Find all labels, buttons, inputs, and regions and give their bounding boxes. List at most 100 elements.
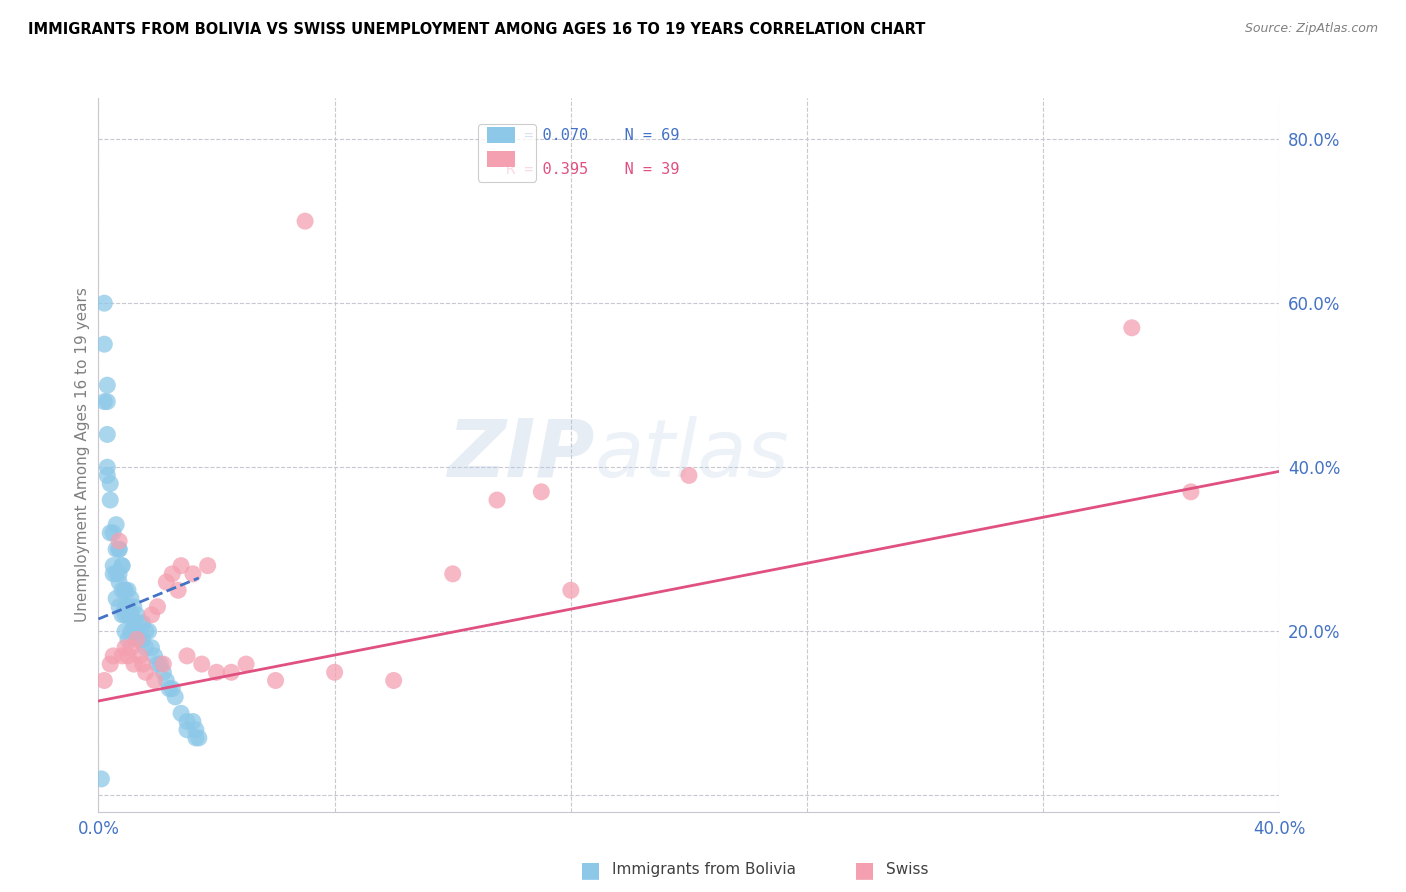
- Point: [114, 583, 136, 598]
- Point: [117, 607, 139, 622]
- Point: [96, 427, 118, 442]
- Point: [117, 632, 139, 647]
- Point: [187, 731, 209, 745]
- Point: [125, 632, 148, 647]
- Point: [162, 681, 183, 696]
- Point: [93, 673, 115, 688]
- Point: [560, 583, 582, 598]
- Text: ■: ■: [855, 860, 875, 880]
- Point: [103, 648, 125, 663]
- Point: [117, 599, 139, 614]
- Point: [120, 624, 142, 639]
- Point: [103, 525, 125, 540]
- Point: [96, 468, 118, 483]
- Point: [135, 665, 157, 680]
- Point: [120, 607, 142, 622]
- Point: [105, 566, 128, 581]
- Point: [120, 640, 142, 655]
- Point: [155, 673, 177, 688]
- Point: [117, 583, 139, 598]
- Point: [132, 632, 155, 647]
- Point: [152, 665, 174, 680]
- Point: [149, 657, 172, 671]
- Point: [128, 616, 150, 631]
- Point: [162, 566, 183, 581]
- Point: [1121, 320, 1143, 334]
- Point: [128, 632, 150, 647]
- Point: [128, 648, 150, 663]
- Point: [114, 599, 136, 614]
- Point: [132, 616, 155, 631]
- Point: [98, 493, 121, 508]
- Point: [165, 690, 187, 704]
- Point: [138, 624, 160, 639]
- Point: [111, 558, 134, 573]
- Point: [96, 378, 118, 392]
- Point: [93, 296, 115, 310]
- Point: [114, 624, 136, 639]
- Point: [98, 525, 121, 540]
- Point: [146, 657, 169, 671]
- Point: [111, 607, 134, 622]
- Point: [264, 673, 287, 688]
- Point: [122, 599, 145, 614]
- Text: Immigrants from Bolivia: Immigrants from Bolivia: [612, 863, 796, 877]
- Point: [114, 583, 136, 598]
- Point: [105, 591, 128, 606]
- Point: [108, 542, 131, 557]
- Point: [181, 714, 204, 729]
- Point: [122, 624, 145, 639]
- Point: [155, 575, 177, 590]
- Point: [103, 566, 125, 581]
- Point: [170, 706, 193, 721]
- Point: [191, 657, 214, 671]
- Point: [382, 673, 405, 688]
- Text: atlas: atlas: [595, 416, 789, 494]
- Point: [105, 542, 128, 557]
- Point: [111, 583, 134, 598]
- Point: [152, 657, 174, 671]
- Point: [441, 566, 464, 581]
- Point: [135, 640, 157, 655]
- Legend: , : ,: [478, 124, 536, 182]
- Point: [205, 665, 228, 680]
- Point: [323, 665, 346, 680]
- Point: [141, 607, 163, 622]
- Y-axis label: Unemployment Among Ages 16 to 19 years: Unemployment Among Ages 16 to 19 years: [75, 287, 90, 623]
- Point: [1180, 484, 1202, 499]
- Point: [125, 607, 148, 622]
- Point: [93, 337, 115, 351]
- Point: [135, 624, 157, 639]
- Point: [114, 640, 136, 655]
- Point: [122, 657, 145, 671]
- Point: [219, 665, 242, 680]
- Point: [294, 214, 316, 228]
- Point: [176, 714, 198, 729]
- Point: [530, 484, 553, 499]
- Point: [98, 476, 121, 491]
- Point: [98, 657, 121, 671]
- Point: [157, 681, 180, 696]
- Point: [117, 648, 139, 663]
- Point: [108, 599, 131, 614]
- Point: [141, 640, 163, 655]
- Point: [108, 542, 131, 557]
- Text: Swiss: Swiss: [886, 863, 928, 877]
- Text: ZIP: ZIP: [447, 416, 595, 494]
- Text: Source: ZipAtlas.com: Source: ZipAtlas.com: [1244, 22, 1378, 36]
- Point: [108, 575, 131, 590]
- Point: [197, 558, 219, 573]
- Point: [111, 558, 134, 573]
- Point: [111, 648, 134, 663]
- Point: [122, 616, 145, 631]
- Point: [143, 648, 166, 663]
- Point: [108, 534, 131, 549]
- Point: [170, 558, 193, 573]
- Point: [678, 468, 700, 483]
- Point: [143, 673, 166, 688]
- Text: R = 0.070    N = 69: R = 0.070 N = 69: [506, 128, 679, 143]
- Point: [167, 583, 190, 598]
- Point: [96, 394, 118, 409]
- Point: [103, 558, 125, 573]
- Point: [114, 607, 136, 622]
